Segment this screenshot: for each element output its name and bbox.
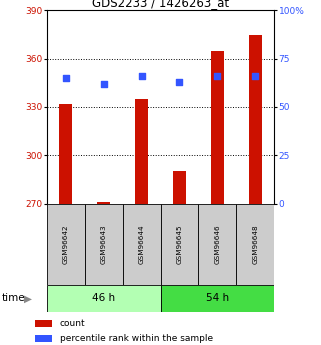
Text: ▶: ▶ <box>24 294 32 303</box>
Point <box>177 79 182 85</box>
Bar <box>211 51 224 204</box>
Text: GSM96648: GSM96648 <box>252 224 258 264</box>
Bar <box>59 104 72 204</box>
Bar <box>47 285 160 312</box>
Text: GSM96644: GSM96644 <box>138 224 144 264</box>
Text: GSM96645: GSM96645 <box>177 224 183 264</box>
Bar <box>123 204 160 285</box>
Text: time: time <box>2 294 25 303</box>
Bar <box>135 99 148 204</box>
Bar <box>47 204 84 285</box>
Text: 46 h: 46 h <box>92 294 115 303</box>
Bar <box>237 204 274 285</box>
Text: GSM96646: GSM96646 <box>214 224 221 264</box>
Bar <box>84 204 123 285</box>
Point <box>139 73 144 79</box>
Point <box>215 73 220 79</box>
Text: percentile rank within the sample: percentile rank within the sample <box>60 334 213 343</box>
Bar <box>173 171 186 204</box>
Text: GSM96642: GSM96642 <box>63 224 69 264</box>
Point <box>63 75 68 81</box>
Text: GSM96643: GSM96643 <box>100 224 107 264</box>
Bar <box>160 204 198 285</box>
Point <box>253 73 258 79</box>
Point <box>101 81 106 87</box>
Title: GDS2233 / 1426263_at: GDS2233 / 1426263_at <box>92 0 229 9</box>
Bar <box>198 204 237 285</box>
Bar <box>35 320 52 327</box>
Bar <box>249 34 262 204</box>
Bar <box>97 202 110 204</box>
Text: 54 h: 54 h <box>206 294 229 303</box>
Bar <box>35 335 52 342</box>
Bar <box>160 285 274 312</box>
Text: count: count <box>60 319 85 328</box>
